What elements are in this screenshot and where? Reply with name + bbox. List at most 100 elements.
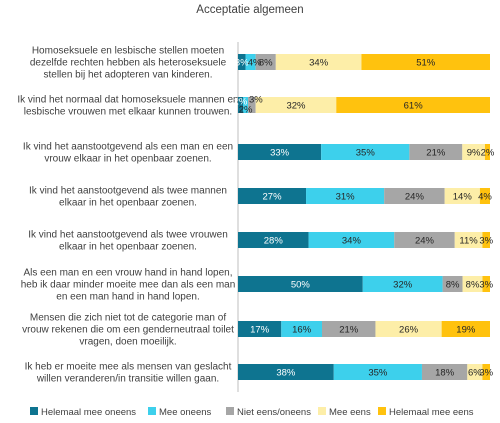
data-label: 2% [481, 148, 495, 159]
data-label: 2% [239, 105, 253, 116]
bar-segment [238, 364, 334, 380]
data-label: 17% [250, 325, 270, 336]
bar-segment [479, 188, 490, 204]
bar-segment [238, 232, 309, 248]
bar-segment [384, 188, 445, 204]
bar-segment [322, 321, 376, 337]
category-label: Als een man en een vrouw hand in hand lo… [21, 268, 236, 303]
bar-segment [462, 144, 485, 160]
data-label: 32% [286, 101, 306, 112]
data-label: 24% [405, 192, 425, 203]
legend-entry: Mee eens [329, 407, 371, 418]
data-label: 32% [393, 280, 413, 291]
bar-segment [462, 276, 483, 292]
data-label: 61% [404, 101, 424, 112]
data-label: 26% [399, 325, 419, 336]
bar-segment [482, 232, 490, 248]
data-label: 3% [479, 236, 493, 247]
data-label: 8% [446, 280, 460, 291]
data-label: 2% [234, 97, 248, 108]
bar-segment [238, 54, 246, 70]
data-label: 19% [456, 325, 476, 336]
legend-swatch [148, 407, 156, 415]
data-label: 3% [235, 58, 249, 69]
data-label: 31% [336, 192, 356, 203]
bar-segment [484, 144, 490, 160]
category-label: Ik vind het aanstootgevend als twee mann… [29, 186, 227, 209]
data-label: 33% [270, 148, 290, 159]
legend-swatch [318, 407, 326, 415]
data-label: 4% [478, 192, 492, 203]
category-label: Mensen die zich niet tot de categorie ma… [22, 313, 234, 348]
bar-segment [238, 144, 322, 160]
data-label: 16% [292, 325, 312, 336]
data-label: 14% [453, 192, 473, 203]
data-label: 51% [416, 58, 436, 69]
data-label: 35% [368, 368, 388, 379]
data-label: 8% [259, 58, 273, 69]
bar-segment [409, 144, 463, 160]
data-label: 4% [248, 58, 262, 69]
data-label: 21% [426, 148, 446, 159]
data-label: 35% [356, 148, 376, 159]
bar-segment [248, 97, 256, 113]
bar-segment [442, 276, 463, 292]
data-label: 34% [342, 236, 362, 247]
data-label: 27% [263, 192, 283, 203]
legend-entry: Mee oneens [159, 407, 212, 418]
bar-segment [255, 54, 276, 70]
bar-segment [321, 144, 410, 160]
bar-segment [441, 321, 490, 337]
bar-segment [243, 97, 249, 113]
bar-segment [394, 232, 455, 248]
chart-title: Acceptatie algemeen [196, 4, 303, 16]
legend-swatch [226, 407, 234, 415]
data-label: 6% [468, 368, 482, 379]
bar-segment [482, 276, 490, 292]
bar-segment [238, 321, 282, 337]
legend-swatch [378, 407, 386, 415]
bar-segment [482, 364, 490, 380]
bar-segment [306, 188, 385, 204]
category-label: Homoseksuele en lesbische stellen moeten… [30, 46, 227, 81]
bar-segment [245, 54, 256, 70]
data-label: 50% [291, 280, 311, 291]
legend-entry: Helemaal mee oneens [41, 407, 136, 418]
category-label: Ik vind het aanstootgevend als twee vrou… [28, 230, 228, 253]
bar-segment [375, 321, 442, 337]
bar-segment [333, 364, 422, 380]
data-label: 38% [276, 368, 296, 379]
bar-segment [308, 232, 395, 248]
category-label: Ik vind het normaal dat homoseksuele man… [17, 95, 238, 118]
data-label: 24% [415, 236, 435, 247]
data-label: 3% [249, 95, 263, 106]
legend-entry: Helemaal mee eens [389, 407, 474, 418]
bar-segment [238, 97, 244, 113]
data-label: 28% [264, 236, 284, 247]
bar-segment [454, 232, 483, 248]
data-label: 3% [479, 368, 493, 379]
legend-entry: Niet eens/oneens [237, 407, 311, 418]
bar-segment [281, 321, 322, 337]
bar-segment [361, 54, 490, 70]
data-label: 21% [339, 325, 359, 336]
legend-swatch [30, 407, 38, 415]
bar-segment [238, 276, 363, 292]
category-label: Ik heb er moeite mee als mensen van gesl… [25, 362, 232, 385]
data-label: 11% [459, 236, 478, 247]
bar-segment [362, 276, 443, 292]
data-label: 8% [466, 280, 480, 291]
data-label: 34% [309, 58, 329, 69]
bar-segment [336, 97, 490, 113]
bar-segment [467, 364, 483, 380]
bar-segment [238, 188, 307, 204]
data-label: 18% [435, 368, 455, 379]
data-label: 3% [479, 280, 493, 291]
bar-segment [275, 54, 362, 70]
data-label: 9% [467, 148, 481, 159]
category-label: Ik vind het aanstootgevend als een man e… [23, 142, 233, 165]
bar-segment [421, 364, 468, 380]
bar-segment [444, 188, 480, 204]
